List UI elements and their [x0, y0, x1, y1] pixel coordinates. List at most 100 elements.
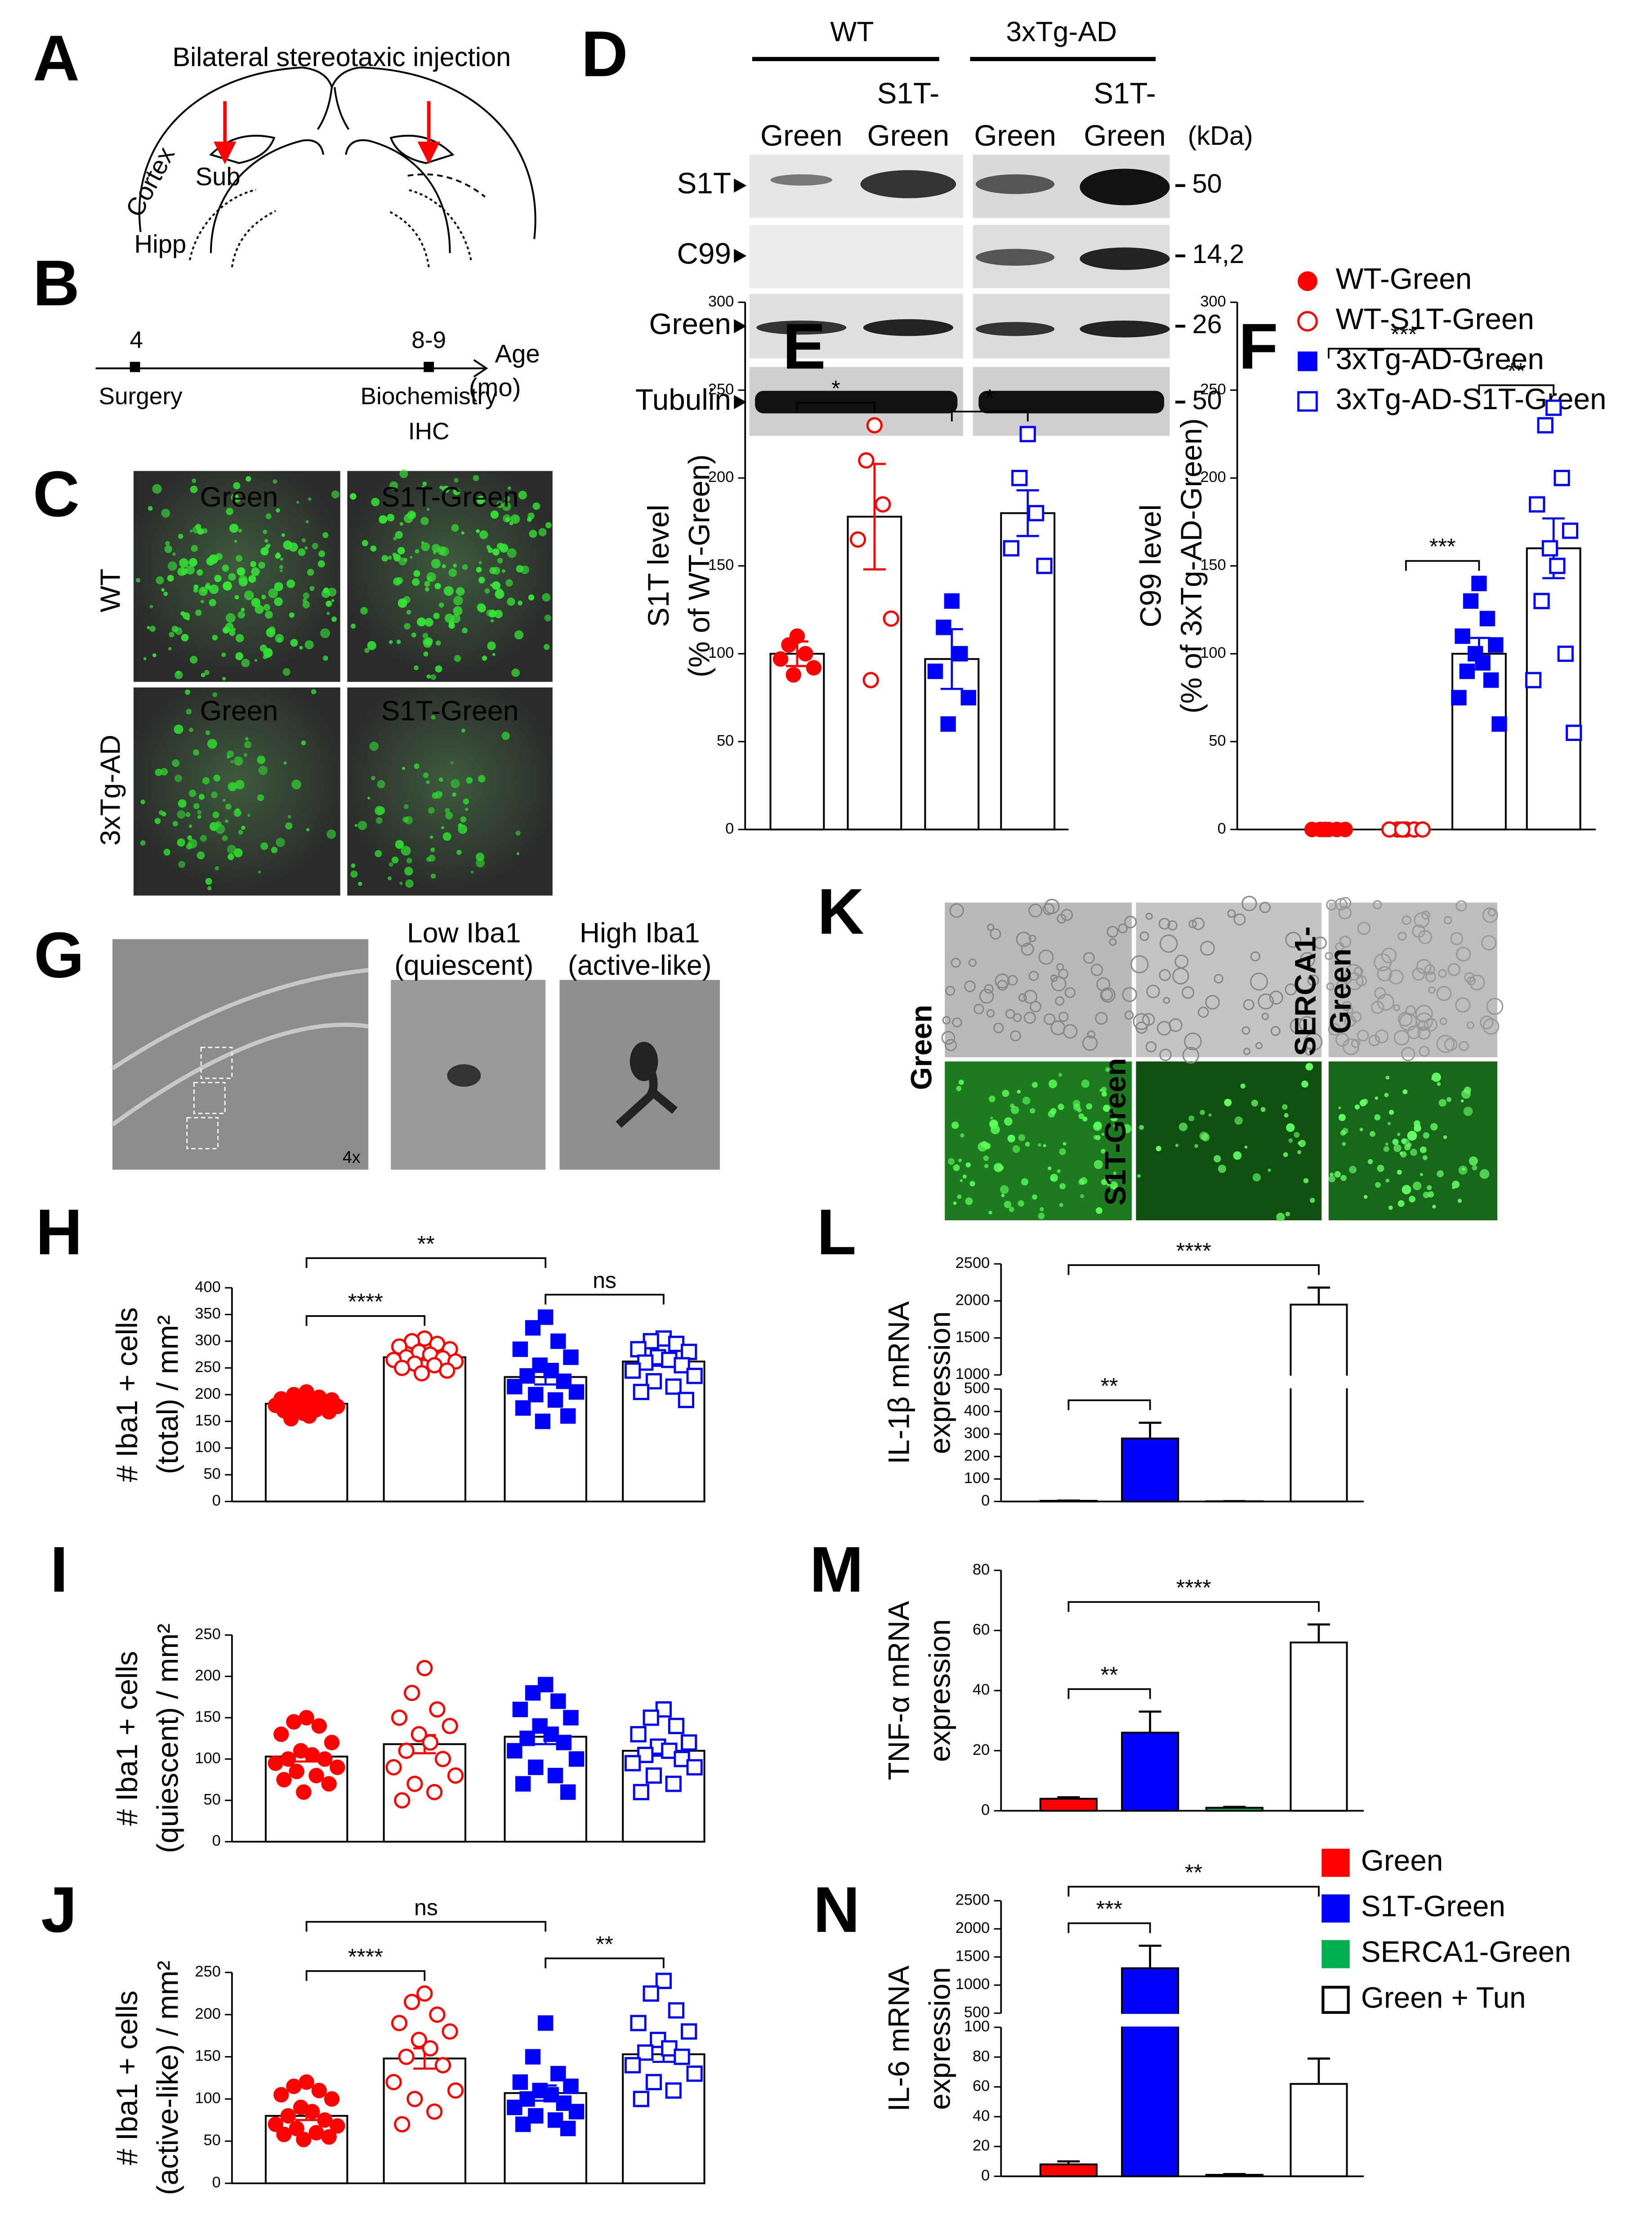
fluorescence-spot: [1437, 1170, 1444, 1178]
fluorescence-spot: [228, 573, 236, 581]
fluorescence-spot: [1367, 1159, 1373, 1165]
fluorescence-spot: [185, 812, 191, 817]
fluorescence-spot: [1438, 1099, 1447, 1107]
fluorescence-spot: [179, 558, 189, 568]
fluorescence-spot: [209, 599, 216, 607]
fluorescence-spot: [491, 581, 501, 590]
data-point: [1414, 821, 1431, 838]
blot-row-label: Green: [649, 308, 731, 340]
fluorescence-spot: [1334, 1171, 1341, 1178]
cell-outline: [1013, 1013, 1022, 1022]
cell-outline: [1417, 1026, 1431, 1040]
fluorescence-spot: [285, 822, 293, 830]
data-point: [535, 1414, 551, 1429]
fluorescence-spot: [265, 544, 270, 549]
blot-band: [770, 174, 833, 186]
cell-outline: [1466, 1021, 1474, 1029]
fluorescence-spot: [1021, 1178, 1029, 1186]
cell-outline: [1419, 1046, 1430, 1057]
fluorescence-spot: [1349, 1165, 1357, 1173]
data-point: [668, 1718, 685, 1734]
fluorescence-spot: [193, 588, 198, 593]
fluorescence-spot: [235, 652, 244, 660]
data-point: [624, 1755, 641, 1771]
fluorescence-spot: [544, 614, 551, 622]
cell-outline: [1159, 969, 1171, 982]
fluorescence-spot: [1338, 1106, 1341, 1110]
fluorescence-spot: [250, 561, 256, 567]
fluorescence-spot: [172, 552, 176, 556]
cell-outline: [987, 924, 995, 931]
fluorescence-spot: [1393, 1144, 1402, 1152]
cell-outline: [1314, 936, 1327, 950]
error-bar: [1057, 2160, 1080, 2164]
lane-label: Green: [974, 119, 1056, 152]
fluorescence-spot: [439, 485, 443, 490]
fluorescence-spot: [1464, 1086, 1471, 1094]
blot-band: [976, 322, 1055, 336]
data-point: [519, 1368, 535, 1384]
fluorescence-spot: [424, 581, 430, 587]
fluorescence-spot: [1457, 1199, 1462, 1203]
fluorescence-spot: [487, 641, 496, 651]
fluorescence-spot: [435, 640, 441, 646]
cell-outline: [1398, 932, 1407, 941]
cell-outline: [1402, 915, 1411, 925]
fluorescence-spot: [196, 851, 205, 860]
fluorescence-spot: [322, 532, 329, 538]
fluorescence-spot: [497, 558, 503, 564]
fluorescence-spot: [177, 810, 186, 819]
data-point: [525, 1320, 541, 1336]
data-point: [426, 1784, 443, 1800]
cell-outline: [1486, 998, 1504, 1015]
arrow-head: [214, 142, 237, 165]
data-point: [308, 2125, 324, 2141]
panel-letter: M: [810, 1534, 864, 1606]
fluorescence-spot: [1009, 1206, 1014, 1212]
cell-outline: [984, 984, 994, 994]
fluorescence-spot: [147, 506, 153, 511]
blot-band: [863, 319, 953, 336]
data-point: [543, 2087, 559, 2103]
cell-outline: [1351, 1039, 1360, 1048]
y-tick-label: 200: [708, 468, 734, 486]
fluorescence-spot: [989, 1120, 997, 1128]
cell-outline: [964, 980, 976, 992]
fluorescence-spot: [1081, 1080, 1090, 1088]
fluorescence-spot: [174, 627, 183, 635]
fluorescence-spot: [442, 564, 446, 568]
axis-break: [992, 2014, 1367, 2027]
fluorescence-spot: [1043, 1144, 1046, 1147]
fluorescence-spot: [178, 799, 187, 808]
fluorescence-spot: [136, 578, 141, 583]
fluorescence-spot: [389, 481, 398, 490]
fluorescence-spot: [487, 547, 493, 553]
panel-letter: G: [34, 919, 84, 991]
fluorescence-spot: [263, 604, 271, 611]
significance-label: ****: [1176, 1575, 1211, 1600]
fluorescence-spot: [302, 601, 310, 609]
fluorescence-spot: [1017, 1089, 1021, 1094]
image-label: S1T-Green: [381, 482, 519, 513]
cell-outline: [1023, 990, 1038, 1004]
data-point: [528, 2108, 544, 2124]
fluorescence-spot: [1048, 1166, 1052, 1170]
panel-letter: D: [581, 18, 628, 90]
cell-outline: [1051, 976, 1067, 992]
cell-outline: [1393, 1030, 1410, 1046]
y-tick-label: 400: [964, 1402, 990, 1419]
y-tick-label: 60: [973, 1621, 990, 1638]
fluorescence-spot: [960, 1133, 964, 1138]
fluorescence-spot: [230, 760, 234, 763]
cell-outline: [1214, 974, 1223, 984]
fluorescence-spot: [454, 655, 461, 662]
data-point: [442, 2023, 458, 2040]
error-bar: [1057, 1499, 1080, 1502]
data-point: [1525, 672, 1542, 688]
fluorescence-spot: [211, 791, 218, 799]
fluorescence-spot: [307, 569, 314, 576]
fluorescence-spot: [494, 610, 503, 618]
fluorescence-spot: [1338, 1114, 1346, 1121]
y-axis-label: expression: [923, 1311, 956, 1454]
fluorescence-spot: [1260, 1107, 1266, 1112]
